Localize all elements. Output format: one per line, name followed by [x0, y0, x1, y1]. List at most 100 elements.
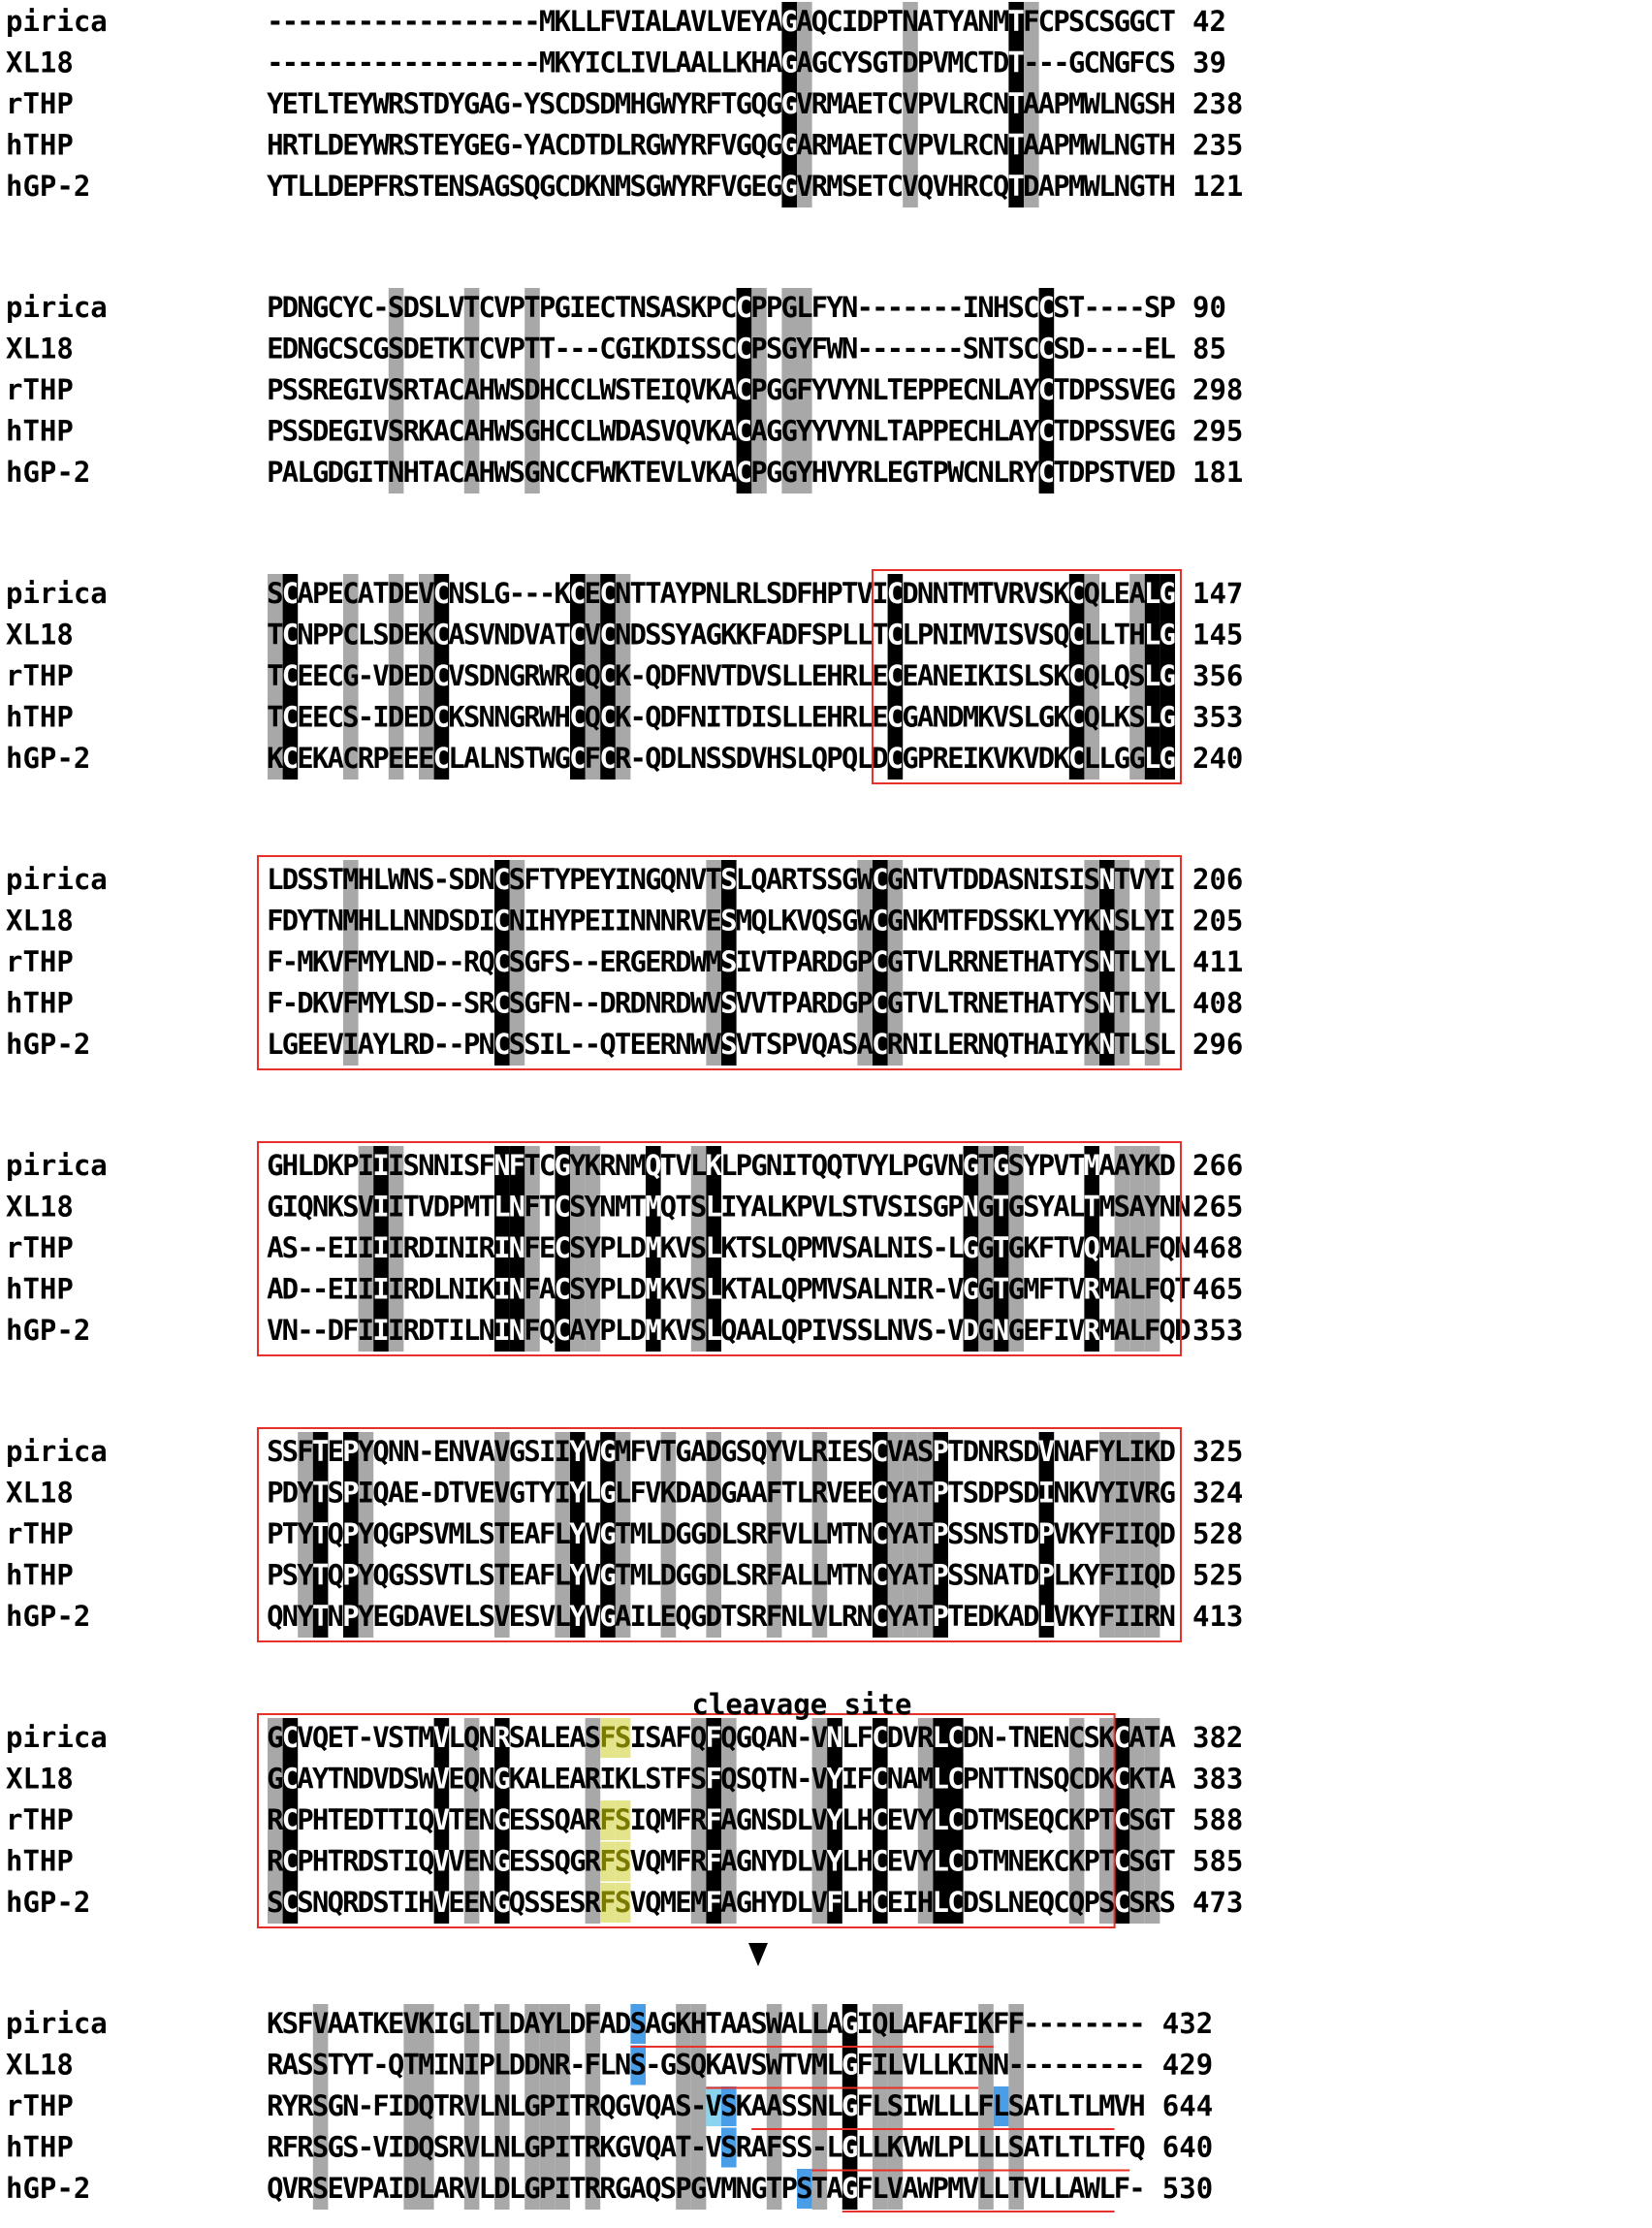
sequence-name-label: hGP-2	[6, 456, 90, 489]
sequence-end-position: 585	[1192, 1845, 1243, 1878]
identical-column-shade	[827, 1718, 842, 1924]
sequence-residues: YTLLDEPFRSTENSAGSQGCDKNMSGWYRFVGEGGVRMSE…	[267, 170, 1176, 203]
sequence-name-label: rTHP	[6, 659, 74, 692]
conserved-column-shade	[268, 1718, 283, 1924]
identical-column-shade	[433, 1718, 450, 1924]
sequence-name-label: XL18	[6, 47, 74, 80]
sequence-name-label: XL18	[6, 2049, 74, 2082]
conserved-column-shade	[570, 1146, 586, 1352]
sequence-residues: LGEEVIAYLRD--PNCSSIL--QTEERNWVSVTSPVQASA…	[267, 1028, 1176, 1061]
conserved-column-shade	[268, 574, 283, 780]
sequence-residues: RASSTYT-QTMINIPLDDNR-FLNS-GSQKAVSWTVMLGF…	[267, 2049, 1146, 2082]
sequence-end-position: 465	[1192, 1273, 1243, 1306]
conserved-column-shade	[766, 2004, 782, 2210]
sequence-name-label: rTHP	[6, 1803, 74, 1836]
sequence-name-label: rTHP	[6, 945, 74, 978]
conserved-column-shade	[978, 1146, 994, 1352]
identical-column-shade	[494, 1718, 510, 1924]
conserved-column-shade	[615, 1432, 631, 1638]
sequence-end-position: 238	[1192, 87, 1243, 120]
identical-column-shade	[1160, 574, 1175, 780]
cleavage-site-shade	[615, 1800, 631, 1840]
zp-domain-box	[257, 1141, 1182, 1356]
sequence-residues: FDYTNMHLLNNDSDICNIHYPEIINNNRVESMQLKVQSGW…	[267, 905, 1176, 938]
zp-domain-box	[257, 1427, 1182, 1642]
conserved-column-shade	[1129, 1146, 1145, 1352]
glycosylation-site-shade	[630, 2004, 646, 2044]
sequence-end-position: 147	[1192, 577, 1243, 610]
sequence-name-label: hTHP	[6, 1845, 74, 1878]
sequence-residues: RYRSGN-FIDQTRVLNLGPITRQGVQAS-VSKAASSNLGF…	[267, 2089, 1146, 2122]
conserved-column-shade	[1144, 860, 1160, 1066]
sequence-residues: SCAPECATDEVCNSLG---KCECNTTAYPNLRLSDFHPTV…	[267, 577, 1176, 610]
conserved-column-shade	[887, 1432, 904, 1638]
conserved-column-shade	[585, 574, 601, 780]
sequence-end-position: 413	[1192, 1600, 1243, 1633]
sequence-end-position: 473	[1192, 1886, 1243, 1919]
sequence-name-label: hGP-2	[6, 742, 90, 775]
conserved-column-shade	[388, 288, 404, 493]
sequence-end-position: 353	[1192, 701, 1243, 734]
sequence-name-label: hTHP	[6, 415, 74, 448]
sequence-end-position: 90	[1192, 291, 1226, 324]
sequence-end-position: 235	[1192, 129, 1243, 162]
residue-shading-layer	[268, 2, 1175, 2210]
conserved-column-shade	[388, 574, 404, 780]
sequence-end-position: 39	[1192, 47, 1226, 80]
sequence-residues: HRTLDEYWRSTEYGEG-YACDTDLRGWYRFVGQGGARMAE…	[267, 129, 1176, 162]
sequence-end-position: 383	[1192, 1763, 1243, 1796]
conserved-column-shade	[660, 1432, 677, 1638]
sequence-name-label: pirica	[6, 1149, 108, 1182]
conserved-column-shade	[873, 2004, 888, 2210]
cleavage-site-shade	[615, 1841, 631, 1882]
conserved-column-shade	[1129, 1432, 1145, 1638]
sequence-end-position: 408	[1192, 987, 1243, 1020]
conserved-column-shade	[1114, 1146, 1130, 1352]
sequence-name-label: rTHP	[6, 1517, 74, 1550]
identical-column-shade	[555, 1146, 570, 1352]
identical-column-shade	[433, 574, 450, 780]
sequence-residues: PSSDEGIVSRKACAHWSGHCCLWDASVQVKACAGGYYVYN…	[267, 415, 1176, 448]
conserved-column-shade	[797, 288, 812, 493]
identical-column-shade	[1038, 1432, 1055, 1638]
sequence-end-position: 181	[1192, 456, 1243, 489]
sequence-residues: PDYTSPIQAE-DTVEVGTYIYLGLFVKDADGAAFTLRVEE…	[267, 1477, 1176, 1510]
conserved-column-shade	[585, 1146, 601, 1352]
identical-column-shade	[343, 1432, 359, 1638]
sequence-name-label: XL18	[6, 1191, 74, 1224]
conserved-column-shade	[903, 1432, 918, 1638]
glycosylation-site-shade	[630, 2045, 646, 2085]
identical-column-shade	[721, 860, 737, 1066]
conserved-column-shade	[524, 2004, 540, 2210]
identical-column-shade	[736, 288, 752, 493]
sequence-residues: TCNPPCLSDEKCASVNDVATCVCNDSSYAGKKFADFSPLL…	[267, 619, 1176, 652]
sequence-end-position: 206	[1192, 863, 1243, 896]
sequence-end-position: 644	[1162, 2089, 1213, 2122]
sequence-residues: GIQNKSVIITVDPMTLNFTCSYNMTMQTSLIYALKPVLST…	[267, 1191, 1191, 1224]
conserved-column-shade	[676, 2004, 691, 2210]
sequence-name-label: XL18	[6, 905, 74, 938]
conserved-column-shade	[1008, 2004, 1024, 2210]
conserved-column-shade	[555, 1432, 570, 1638]
sequence-residues: PDNGCYC-SDSLVTCVPTPGIECTNSASKPCCPPGLFYN-…	[267, 291, 1176, 324]
sequence-residues: PALGDGITNHTACAHWSGNCCFWKTEVLVKACPGGYHVYR…	[267, 456, 1176, 489]
sequence-name-label: rTHP	[6, 2089, 74, 2122]
conserved-column-shade	[494, 2004, 510, 2210]
sequence-residues: PSYTQPYQGSSVTLSTEAFLYVGTMLDGGDLSRFALLMTN…	[267, 1559, 1176, 1592]
conserved-column-shade	[494, 1432, 510, 1638]
identical-column-shade	[600, 1432, 616, 1638]
conserved-column-shade	[751, 288, 767, 493]
sequence-name-label: hTHP	[6, 1559, 74, 1592]
conserved-column-shade	[524, 288, 540, 493]
sequence-residues: TCEECG-VDEDCVSDNGRWRCQCK-QDFNVTDVSLLEHRL…	[267, 659, 1176, 692]
sequence-residues: RFRSGS-VIDQSRVLNLGPITRKGVQAT-VSRAFSS-LGL…	[267, 2131, 1146, 2164]
sequence-name-label: hGP-2	[6, 1314, 90, 1347]
sequence-end-position: 640	[1162, 2131, 1213, 2164]
conserved-column-shade	[706, 1432, 721, 1638]
conserved-column-shade	[524, 1146, 540, 1352]
conserved-column-shade	[312, 2004, 329, 2210]
sequence-end-position: 382	[1192, 1721, 1243, 1754]
identical-column-shade	[781, 2, 797, 207]
identical-column-shade	[600, 574, 616, 780]
conserved-column-shade	[585, 1718, 601, 1924]
